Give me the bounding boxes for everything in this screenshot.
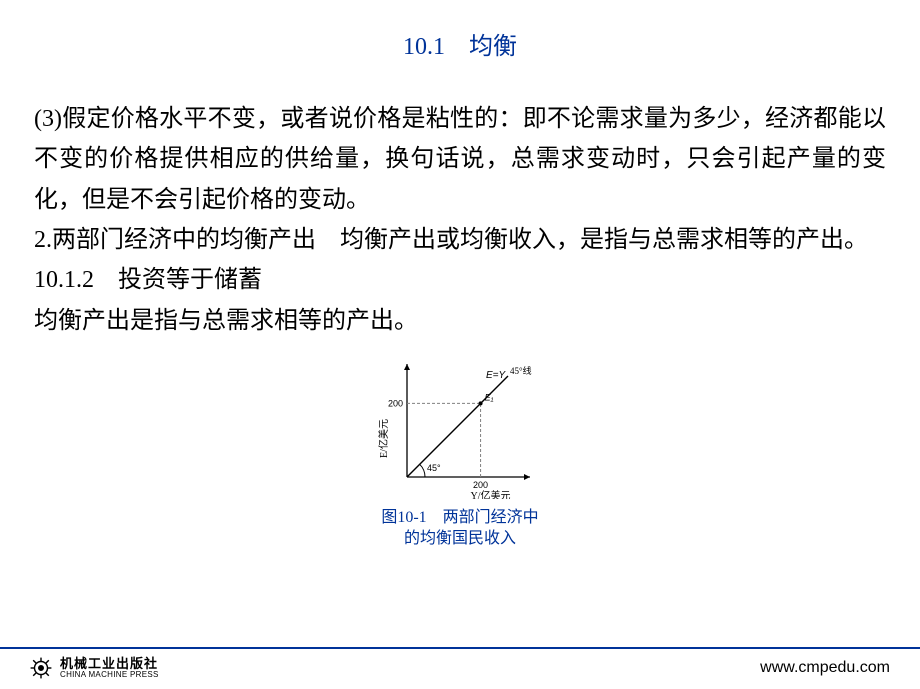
svg-text:E/亿美元: E/亿美元: [377, 419, 390, 458]
svg-text:E₁: E₁: [485, 392, 494, 402]
svg-text:45°线: 45°线: [510, 365, 532, 376]
footer: 机械工业出版社 CHINA MACHINE PRESS www.cmpedu.c…: [0, 647, 920, 689]
section-heading-text: 10.1 均衡: [403, 34, 517, 60]
figure-caption: 图10-1 两部门经济中 的均衡国民收入: [34, 507, 886, 550]
publisher-text: 机械工业出版社 CHINA MACHINE PRESS: [60, 657, 159, 679]
paragraph-3: (3)假定价格水平不变，或者说价格是粘性的：即不论需求量为多少，经济都能以不变的…: [34, 99, 886, 220]
body-content: (3)假定价格水平不变，或者说价格是粘性的：即不论需求量为多少，经济都能以不变的…: [0, 61, 920, 550]
equilibrium-chart: 200 200 E/亿美元 Y/亿美元 E=Y45°线 E₁ 45°: [375, 349, 545, 499]
paragraph-2sector: 2.两部门经济中的均衡产出 均衡产出或均衡收入，是指与总需求相等的产出。: [34, 220, 886, 260]
svg-text:E=Y: E=Y: [486, 370, 507, 381]
publisher-cn: 机械工业出版社: [60, 657, 159, 671]
caption-line2: 的均衡国民收入: [404, 530, 516, 547]
caption-line1: 图10-1 两部门经济中: [381, 509, 538, 526]
subsection-heading: 10.1.2 投资等于储蓄: [34, 260, 886, 300]
publisher-en: CHINA MACHINE PRESS: [60, 671, 159, 679]
svg-text:45°: 45°: [427, 463, 441, 473]
figure-10-1: 200 200 E/亿美元 Y/亿美元 E=Y45°线 E₁ 45° 图10-1 两部门经济…: [34, 349, 886, 550]
publisher-block: 机械工业出版社 CHINA MACHINE PRESS: [28, 655, 159, 681]
gear-icon: [28, 655, 54, 681]
section-heading: 10.1 均衡: [0, 0, 920, 61]
svg-text:Y/亿美元: Y/亿美元: [471, 489, 511, 499]
svg-text:200: 200: [473, 480, 488, 490]
footer-url: www.cmpedu.com: [760, 659, 890, 677]
paragraph-equilibrium: 均衡产出是指与总需求相等的产出。: [34, 301, 886, 341]
svg-text:200: 200: [388, 398, 403, 408]
